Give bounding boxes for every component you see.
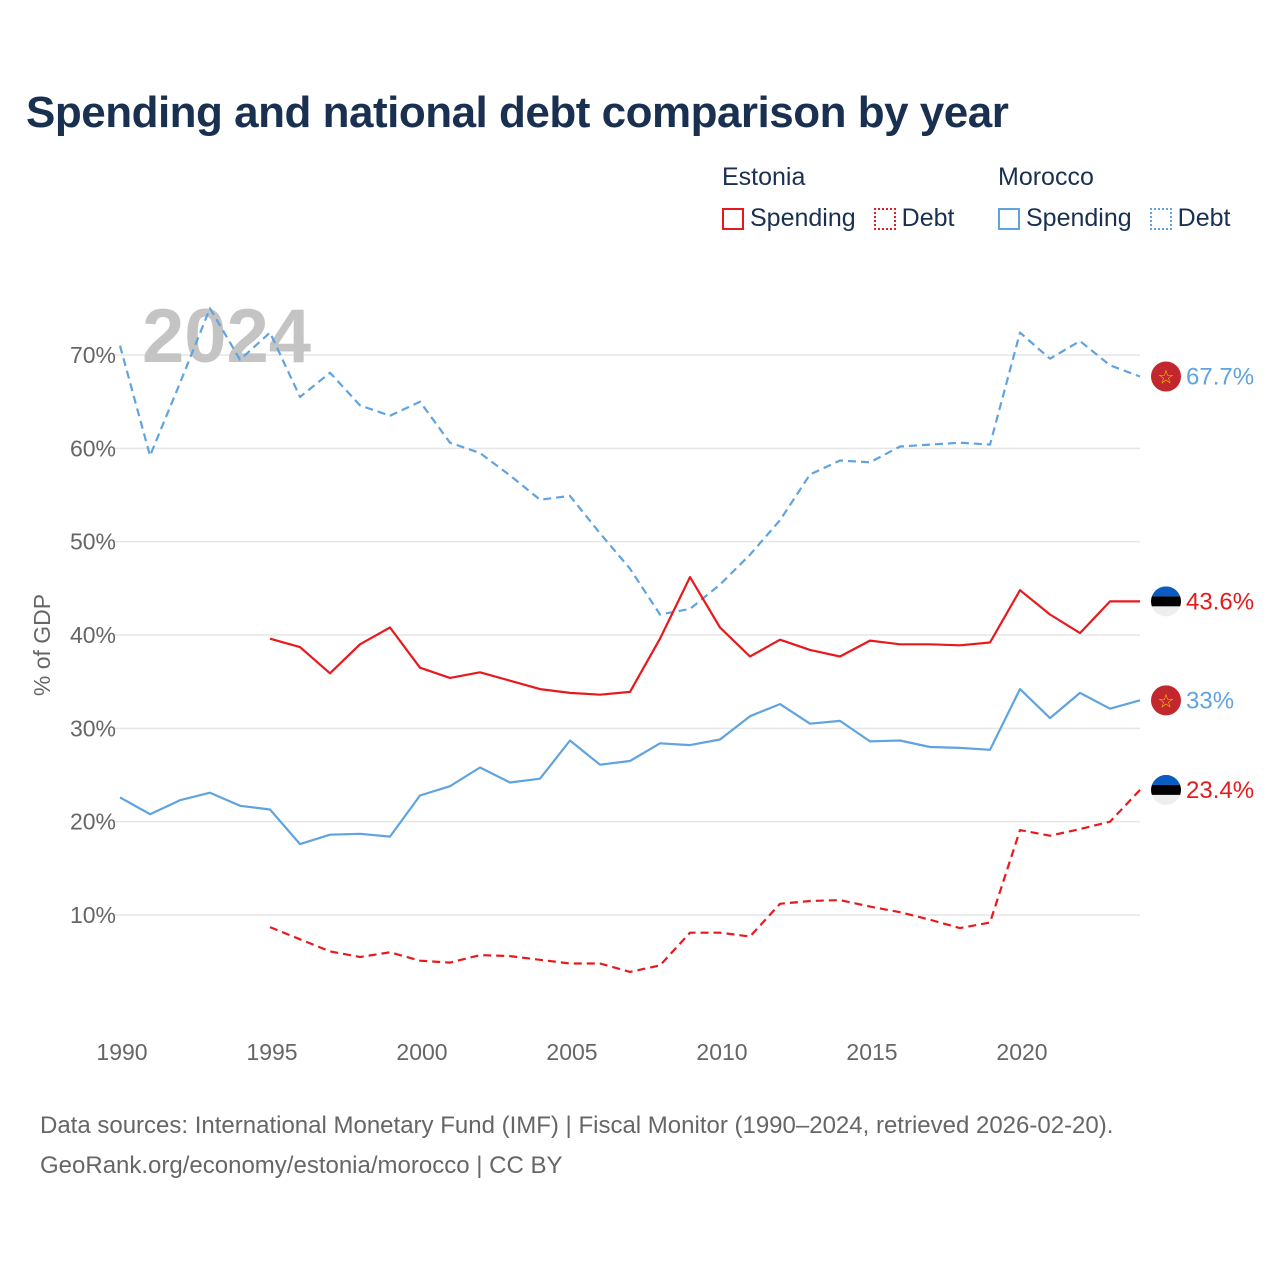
morocco-flag-icon: ☆	[1151, 361, 1181, 392]
legend-morocco: Morocco Spending Debt	[998, 162, 1230, 233]
y-tick-label: 30%	[70, 715, 116, 741]
sources-line-1: Data sources: International Monetary Fun…	[40, 1112, 1114, 1139]
estonia-flag-icon	[1151, 774, 1181, 805]
y-tick-label: 50%	[70, 529, 116, 555]
legend-swatch-dotted-blue	[1149, 207, 1172, 230]
chart-title: Spending and national debt comparison by…	[26, 88, 1009, 137]
x-tick-label: 2015	[846, 1039, 897, 1065]
legend-morocco-debt-label: Debt	[1177, 204, 1231, 232]
series-morocco-spending	[119, 687, 1141, 846]
legend-estonia-label: Estonia	[722, 163, 806, 191]
gridlines	[112, 354, 1140, 916]
sources-line-2: GeoRank.org/economy/estonia/morocco | CC…	[40, 1152, 563, 1179]
end-value-label: 43.6%	[1186, 588, 1254, 615]
legend-estonia-spending-label: Spending	[750, 204, 856, 232]
end-value-label: 67.7%	[1186, 363, 1254, 390]
series-morocco-debt	[118, 307, 1141, 616]
legend-estonia-debt-label: Debt	[901, 204, 955, 232]
end-value-label: 23.4%	[1186, 777, 1254, 804]
x-tick-label: 1995	[246, 1039, 297, 1065]
x-axis-ticks: 1990 1995 2000 2005 2010 2015 2020	[96, 1039, 1047, 1065]
y-tick-label: 20%	[70, 809, 116, 835]
legend-estonia: Estonia Spending Debt	[722, 162, 972, 233]
legend-swatch-solid-blue	[998, 207, 1020, 230]
legend-swatch-dotted-red	[873, 207, 896, 230]
end-value-label: 33%	[1186, 687, 1234, 714]
x-tick-label: 2005	[546, 1039, 597, 1065]
data-sources: Data sources: International Monetary Fun…	[40, 1106, 1113, 1186]
legend-estonia-spending[interactable]: Spending	[722, 204, 856, 233]
morocco-flag-icon: ☆	[1151, 685, 1181, 716]
series-lines	[118, 307, 1141, 974]
legend-swatch-solid-red	[722, 207, 744, 230]
legend-morocco-spending-label: Spending	[1026, 204, 1132, 232]
x-tick-label: 2010	[696, 1039, 747, 1065]
legend-morocco-debt[interactable]: Debt	[1149, 204, 1231, 233]
series-estonia-spending	[269, 575, 1140, 696]
y-tick-label: 60%	[70, 435, 116, 461]
x-tick-label: 2000	[396, 1039, 447, 1065]
series-estonia-debt	[269, 789, 1141, 974]
y-axis-label: % of GDP	[29, 594, 55, 696]
legend-estonia-debt[interactable]: Debt	[873, 204, 955, 233]
legend-morocco-label: Morocco	[998, 163, 1094, 191]
y-tick-label: 10%	[70, 902, 116, 928]
svg-text:☆: ☆	[1157, 367, 1174, 388]
y-tick-label: 70%	[70, 342, 116, 368]
x-tick-label: 2020	[996, 1039, 1047, 1065]
svg-text:☆: ☆	[1157, 691, 1174, 712]
legend-morocco-spending[interactable]: Spending	[998, 204, 1132, 233]
y-axis-ticks: 10% 20% 30% 40% 50% 60% 70%	[70, 342, 116, 928]
estonia-flag-icon	[1151, 586, 1181, 617]
x-tick-label: 1990	[96, 1039, 147, 1065]
y-tick-label: 40%	[70, 622, 116, 648]
series-end-markers: ☆ 67.7% 43.6% ☆ 33% 23.4%	[1151, 361, 1254, 805]
